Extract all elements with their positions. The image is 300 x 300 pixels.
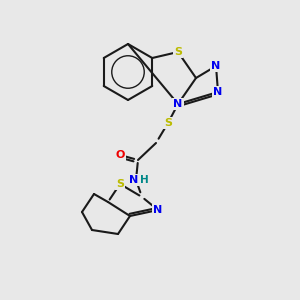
Text: S: S (174, 47, 182, 57)
Text: O: O (115, 150, 125, 160)
Text: S: S (164, 118, 172, 128)
Text: N: N (212, 61, 220, 71)
Text: N: N (213, 87, 223, 97)
Text: N: N (153, 205, 163, 215)
Text: N: N (129, 175, 139, 185)
Text: H: H (140, 175, 148, 185)
Text: S: S (116, 179, 124, 189)
Text: N: N (173, 99, 183, 109)
